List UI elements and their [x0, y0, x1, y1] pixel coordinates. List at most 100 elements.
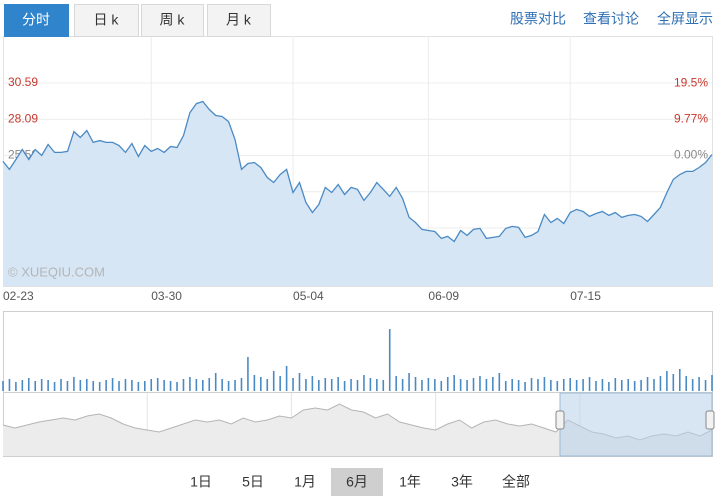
volume-bar	[111, 378, 114, 391]
volume-bar	[318, 380, 320, 391]
volume-bar	[253, 375, 256, 391]
volume-bar	[60, 379, 62, 391]
volume-bar	[678, 369, 681, 391]
range-button[interactable]: 1日	[190, 474, 212, 490]
volume-bar	[672, 374, 675, 391]
volume-bar	[137, 382, 140, 391]
volume-bar	[47, 380, 49, 391]
volume-bar	[8, 379, 11, 391]
volume-bar	[189, 377, 191, 391]
volume-bar	[169, 381, 172, 391]
x-tick-label: 05-04	[293, 289, 324, 303]
volume-bar	[485, 379, 488, 391]
volume-bar	[285, 366, 288, 391]
range-button[interactable]: 1月	[294, 474, 316, 490]
x-tick-label: 07-15	[570, 289, 601, 303]
toolbar-link[interactable]: 全屏显示	[657, 11, 713, 27]
y2-tick-label: 19.5%	[674, 75, 708, 89]
volume-bar	[156, 378, 159, 391]
volume-bar	[40, 379, 43, 391]
volume-bar	[208, 378, 211, 391]
volume-bar	[427, 378, 430, 391]
volume-bar	[640, 380, 642, 391]
tab[interactable]	[4, 4, 69, 37]
volume-bar	[124, 379, 127, 391]
tab[interactable]	[207, 4, 271, 37]
volume-bar	[337, 377, 339, 391]
range-button-active[interactable]	[331, 468, 383, 496]
navigator-selection[interactable]	[559, 392, 713, 457]
volume-bar	[620, 380, 623, 391]
volume-bar	[311, 376, 314, 391]
volume-bar	[421, 380, 423, 391]
volume-bar	[382, 380, 385, 391]
watermark: © XUEQIU.COM	[8, 264, 105, 279]
volume-bar	[240, 378, 243, 391]
y-tick-label: 28.09	[8, 111, 38, 125]
volume-bar	[627, 379, 630, 391]
range-button[interactable]: 6月	[346, 474, 368, 490]
range-button[interactable]: 1年	[399, 474, 421, 490]
volume-bar	[53, 382, 56, 391]
volume-bar	[543, 377, 546, 391]
tab[interactable]	[74, 4, 139, 37]
volume-bar	[350, 379, 352, 391]
volume-bar	[440, 381, 443, 391]
volume-bar	[73, 377, 75, 391]
volume-bar	[2, 381, 4, 391]
volume-bar	[150, 379, 153, 391]
tab-label[interactable]: 月 k	[226, 12, 252, 28]
volume-bar	[279, 376, 281, 391]
volume-bar	[666, 371, 668, 391]
volume-bar	[144, 381, 146, 391]
volume-bar	[79, 380, 82, 391]
volume-bar	[472, 378, 475, 391]
volume-bar	[66, 381, 69, 391]
volume-bar	[105, 380, 107, 391]
volume-bar	[659, 376, 662, 391]
tab-label[interactable]: 分时	[22, 12, 50, 28]
navigator-area	[3, 404, 712, 456]
volume-bar	[92, 381, 95, 391]
volume-bar	[221, 379, 223, 391]
toolbar-link[interactable]: 股票对比	[510, 11, 566, 27]
y-tick-label: 30.59	[8, 75, 38, 89]
volume-bar	[569, 378, 571, 391]
x-tick-label: 03-30	[151, 289, 182, 303]
y2-tick-label: 0.00%	[674, 148, 708, 162]
volume-bar	[324, 378, 327, 391]
volume-bar	[401, 379, 404, 391]
range-button[interactable]: 3年	[451, 474, 473, 490]
volume-bar	[653, 379, 655, 391]
range-button[interactable]: 5日	[242, 474, 264, 490]
volume-bar	[691, 379, 694, 391]
range-button[interactable]: 全部	[502, 474, 530, 490]
volume-bar	[34, 381, 37, 391]
volume-bar	[601, 379, 604, 391]
volume-bar	[434, 379, 436, 391]
volume-bar	[305, 379, 307, 391]
volume-bar	[504, 381, 507, 391]
volume-bar	[698, 377, 700, 391]
x-tick-label: 06-09	[428, 289, 459, 303]
volume-bar	[608, 382, 610, 391]
tab-label[interactable]: 周 k	[160, 12, 186, 28]
volume-bar	[163, 380, 165, 391]
volume-bar	[266, 379, 269, 391]
volume-bar	[176, 382, 178, 391]
navigator-handle-left[interactable]	[555, 410, 565, 430]
volume-bar	[582, 379, 584, 391]
navigator-handle-right[interactable]	[705, 410, 715, 430]
volume-bar	[588, 377, 591, 391]
tab-label[interactable]: 日 k	[94, 12, 120, 28]
y2-tick-label: 9.77%	[674, 111, 708, 125]
volume-bar	[85, 379, 88, 391]
volume-bar	[214, 373, 217, 391]
tab[interactable]	[141, 4, 204, 37]
volume-bar	[704, 380, 707, 391]
volume-bar	[562, 379, 565, 391]
volume-bar	[646, 377, 649, 391]
volume-bar	[195, 379, 198, 391]
volume-bar	[395, 376, 397, 391]
toolbar-link[interactable]: 查看讨论	[583, 11, 639, 27]
